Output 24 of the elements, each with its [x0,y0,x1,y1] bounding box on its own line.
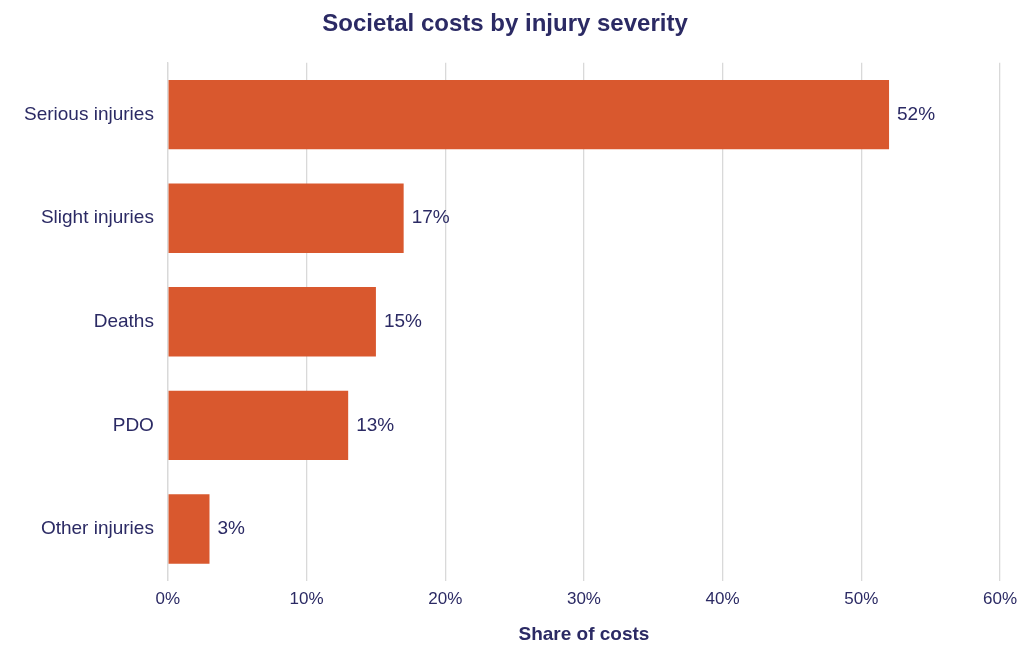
bar [168,390,349,461]
bar [168,287,376,357]
chart-title: Societal costs by injury severity [322,9,689,37]
data-label: 15% [383,310,423,332]
data-label: 52% [897,102,936,124]
x-tick-label: 0% [155,588,181,608]
bar [168,183,404,253]
bar [168,79,890,150]
x-axis-title: Share of costs [518,622,650,644]
y-tick-label: PDO [112,413,154,435]
x-tick-label: 40% [705,588,740,608]
y-tick-label: Serious injuries [23,102,154,124]
data-label: 17% [411,206,450,228]
y-tick-label: Slight injuries [40,206,154,228]
bar [168,494,210,564]
x-tick-label: 50% [844,588,879,608]
data-label: 13% [356,413,395,435]
y-tick-label: Other injuries [40,517,154,539]
x-tick-label: 60% [982,588,1018,608]
x-tick-label: 30% [566,588,601,608]
data-label: 3% [217,517,246,539]
x-tick-label: 10% [289,588,324,608]
y-tick-label: Deaths [93,310,154,332]
x-tick-label: 20% [428,588,463,608]
